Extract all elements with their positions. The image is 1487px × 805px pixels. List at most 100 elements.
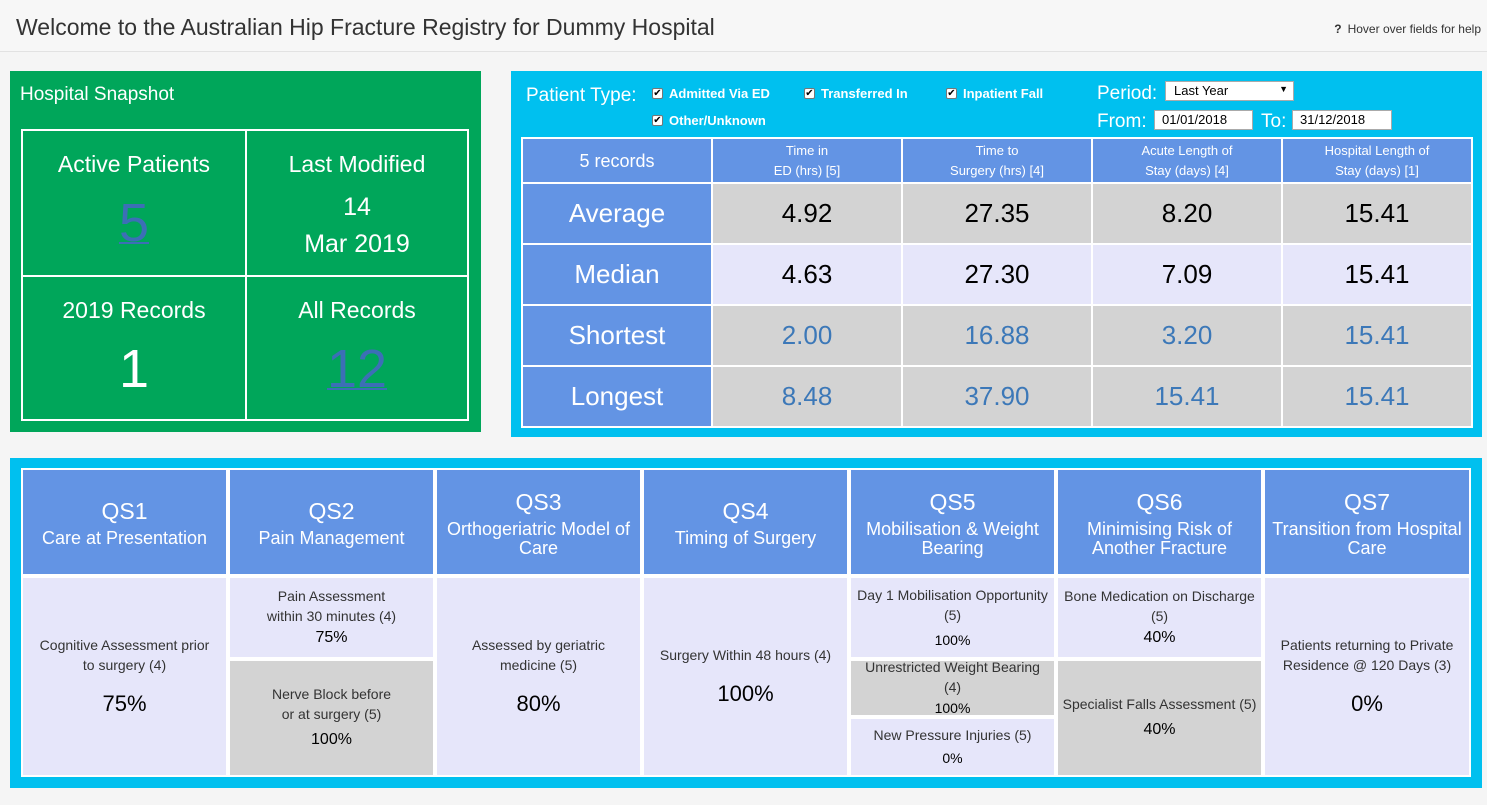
table-cell: 27.35 bbox=[901, 182, 1093, 245]
all-records-link[interactable]: 12 bbox=[326, 339, 388, 399]
qs-name: Pain Management bbox=[258, 528, 405, 548]
last-modified-month-year: Mar 2019 bbox=[304, 230, 410, 258]
indicator-value: 0% bbox=[942, 750, 963, 766]
indicator-label: Assessed by geriatric medicine (5) bbox=[471, 636, 606, 673]
qs2-nerve-block[interactable]: Nerve Block before or at surgery (5) 100… bbox=[228, 659, 435, 777]
statistics-table: 5 records Time in ED (hrs) [5] Time to Sur… bbox=[521, 137, 1473, 428]
qs-code: QS3 bbox=[515, 488, 562, 515]
qs-name: Care at Presentation bbox=[41, 528, 208, 548]
indicator-label: Cognitive Assessment prior to surgery (4… bbox=[39, 636, 210, 673]
qs3-header: QS3 Orthogeriatric Model of Care bbox=[435, 468, 642, 576]
active-patients-link[interactable]: 5 bbox=[118, 193, 150, 253]
table-row-shortest: Shortest 2.00 16.88 3.20 15.41 bbox=[521, 304, 1473, 367]
table-cell-link[interactable]: 15.41 bbox=[1281, 365, 1473, 428]
qs-code: QS1 bbox=[101, 498, 148, 524]
qs7-private-residence[interactable]: Patients returning to Private Residence … bbox=[1263, 576, 1471, 777]
last-modified-label: Last Modified bbox=[288, 151, 426, 177]
qs-code: QS4 bbox=[722, 498, 769, 524]
indicator-label: New Pressure Injuries (5) bbox=[873, 727, 1032, 743]
indicator-label: Pain Assessment bbox=[277, 587, 386, 604]
checkbox-transferred-in[interactable]: ✔ Transferred In bbox=[804, 86, 908, 101]
column-header: Acute Length of Stay (days) [4] bbox=[1091, 137, 1283, 184]
checkbox-inpatient-fall[interactable]: ✔ Inpatient Fall bbox=[946, 86, 1043, 101]
indicator-label: within 30 minutes (4) bbox=[266, 607, 397, 624]
active-patients-card: Active Patients 5 bbox=[23, 131, 245, 275]
qs1-cognitive-assessment[interactable]: Cognitive Assessment prior to surgery (4… bbox=[21, 576, 228, 777]
period-select[interactable]: Last Year ▼ bbox=[1165, 81, 1294, 101]
qs3-geriatric-assessment[interactable]: Assessed by geriatric medicine (5) 80% bbox=[435, 576, 642, 777]
indicator-label: Nerve Block before bbox=[271, 686, 392, 702]
indicator-label: or at surgery (5) bbox=[281, 706, 382, 722]
qs5-pressure-injuries[interactable]: New Pressure Injuries (5) 0% bbox=[849, 717, 1056, 777]
checkbox-admitted-via-ed[interactable]: ✔ Admitted Via ED bbox=[652, 86, 770, 101]
snapshot-grid: Active Patients 5 Last Modified 14 Mar 2… bbox=[21, 129, 469, 421]
table-cell-link[interactable]: 15.41 bbox=[1281, 304, 1473, 367]
qs7-header: QS7 Transition from Hospital Care bbox=[1263, 468, 1471, 576]
table-cell-link[interactable]: 15.41 bbox=[1091, 365, 1283, 428]
all-records-card: All Records 12 bbox=[245, 275, 467, 419]
qs-name: Timing of Surgery bbox=[674, 528, 817, 548]
indicator-value: 40% bbox=[1143, 628, 1176, 646]
indicator-value: 40% bbox=[1143, 721, 1176, 738]
statistics-panel: Patient Type: ✔ Admitted Via ED ✔ Transfer… bbox=[511, 71, 1482, 437]
from-label: From: bbox=[1097, 111, 1147, 132]
row-label: Median bbox=[521, 243, 713, 306]
checkbox-check-icon[interactable]: ✔ bbox=[652, 114, 663, 126]
checkbox-check-icon[interactable]: ✔ bbox=[946, 87, 957, 99]
indicator-label: Day 1 Mobilisation Opportunity (5) bbox=[857, 586, 1048, 623]
from-date-input[interactable]: 01/01/2018 bbox=[1154, 110, 1253, 130]
all-records-label: All Records bbox=[298, 297, 416, 323]
table-cell: 4.63 bbox=[711, 243, 903, 306]
table-cell-link[interactable]: 37.90 bbox=[901, 365, 1093, 428]
year-records-value: 1 bbox=[118, 339, 150, 399]
year-records-card: 2019 Records 1 bbox=[23, 275, 245, 419]
row-label: Average bbox=[521, 182, 713, 245]
table-row-longest: Longest 8.48 37.90 15.41 15.41 bbox=[521, 365, 1473, 428]
page-title: Welcome to the Australian Hip Fracture R… bbox=[16, 14, 715, 40]
table-cell-link[interactable]: 8.48 bbox=[711, 365, 903, 428]
checkbox-other-unknown[interactable]: ✔ Other/Unknown bbox=[652, 113, 766, 128]
period-selected-value: Last Year bbox=[1174, 83, 1229, 98]
table-cell-link[interactable]: 3.20 bbox=[1091, 304, 1283, 367]
table-cell: 15.41 bbox=[1281, 182, 1473, 245]
qs-name: Orthogeriatric Model of Care bbox=[446, 518, 631, 558]
to-date-input[interactable]: 31/12/2018 bbox=[1292, 110, 1392, 130]
column-header: Time in ED (hrs) [5] bbox=[711, 137, 903, 184]
snapshot-title: Hospital Snapshot bbox=[20, 84, 175, 105]
table-cell-link[interactable]: 16.88 bbox=[901, 304, 1093, 367]
indicator-value: 75% bbox=[315, 628, 348, 646]
table-cell: 8.20 bbox=[1091, 182, 1283, 245]
table-header-row: 5 records Time in ED (hrs) [5] Time to Sur… bbox=[521, 137, 1473, 184]
indicator-value: 100% bbox=[311, 731, 352, 748]
qs5-day1-mobilisation[interactable]: Day 1 Mobilisation Opportunity (5) 100% bbox=[849, 576, 1056, 659]
checkbox-check-icon[interactable]: ✔ bbox=[652, 87, 663, 99]
indicator-value: 75% bbox=[102, 690, 147, 716]
table-row-median: Median 4.63 27.30 7.09 15.41 bbox=[521, 243, 1473, 306]
qs6-bone-medication[interactable]: Bone Medication on Discharge (5) 40% bbox=[1056, 576, 1263, 659]
indicator-value: 100% bbox=[717, 680, 774, 706]
indicator-label: Specialist Falls Assessment (5) bbox=[1062, 696, 1257, 712]
checkbox-label: Other/Unknown bbox=[669, 113, 766, 128]
row-label: Shortest bbox=[521, 304, 713, 367]
qs5-header: QS5 Mobilisation & Weight Bearing bbox=[849, 468, 1056, 576]
help-icon: ? bbox=[1334, 22, 1342, 36]
qs-code: QS2 bbox=[308, 498, 355, 524]
table-cell: 4.92 bbox=[711, 182, 903, 245]
qs2-pain-assessment[interactable]: Pain Assessment within 30 minutes (4) 75… bbox=[228, 576, 435, 659]
active-patients-label: Active Patients bbox=[57, 151, 211, 177]
year-records-label: 2019 Records bbox=[62, 297, 206, 323]
hospital-snapshot-panel: Hospital Snapshot Active Patients 5 Last… bbox=[10, 71, 481, 432]
checkbox-label: Inpatient Fall bbox=[963, 86, 1044, 101]
qs4-surgery-timing[interactable]: Surgery Within 48 hours (4) 100% bbox=[642, 576, 849, 777]
indicator-label: Bone Medication on Discharge (5) bbox=[1064, 587, 1255, 624]
dropdown-arrow-icon: ▼ bbox=[1279, 84, 1288, 94]
qs5-weight-bearing[interactable]: Unrestricted Weight Bearing (4) 100% bbox=[849, 659, 1056, 717]
table-cell-link[interactable]: 2.00 bbox=[711, 304, 903, 367]
qs-code: QS7 bbox=[1343, 488, 1391, 515]
column-header: Hospital Length of Stay (days) [1] bbox=[1281, 137, 1473, 184]
checkbox-check-icon[interactable]: ✔ bbox=[804, 87, 815, 99]
table-row-average: Average 4.92 27.35 8.20 15.41 bbox=[521, 182, 1473, 245]
qs6-falls-assessment[interactable]: Specialist Falls Assessment (5) 40% bbox=[1056, 659, 1263, 777]
qs2-header: QS2 Pain Management bbox=[228, 468, 435, 576]
qs1-header: QS1 Care at Presentation bbox=[21, 468, 228, 576]
